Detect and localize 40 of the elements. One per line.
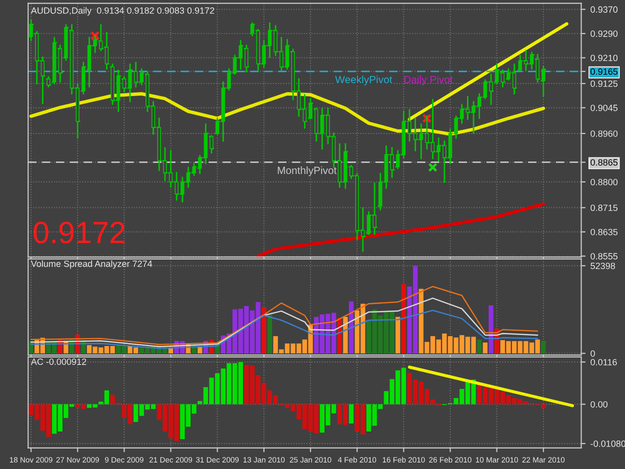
y-tick-label: 0.8635 bbox=[590, 228, 618, 236]
bar bbox=[396, 316, 400, 354]
y-tick-label: 0.9045 bbox=[590, 104, 618, 112]
y-tick-label: 0.8865 bbox=[590, 159, 618, 166]
y-tick-label: 0.9125 bbox=[590, 80, 618, 87]
chart-title: AC -0.000912 bbox=[30, 358, 86, 365]
y-tick-label: 0.9165 bbox=[590, 68, 618, 75]
line-series bbox=[29, 92, 546, 136]
bar bbox=[262, 307, 266, 354]
bar bbox=[343, 316, 348, 354]
y-tick-label: 0.00 bbox=[590, 401, 608, 408]
ref-line-label: WeeklyPivot bbox=[335, 76, 392, 86]
annotation: 0.9172 bbox=[34, 222, 124, 244]
bar bbox=[482, 342, 488, 354]
y-tick-label: 52398 bbox=[590, 262, 615, 270]
chart-title: AUDUSD,Daily 0.9134 0.9182 0.9083 0.9172 bbox=[30, 7, 214, 16]
bar bbox=[488, 305, 494, 354]
y-tick-label: 0.9210 bbox=[590, 54, 618, 62]
bar bbox=[267, 314, 272, 354]
y-tick-label: 0.9370 bbox=[590, 6, 618, 13]
ref-line-label: MonthlyPivot bbox=[278, 166, 337, 176]
line-series bbox=[30, 310, 538, 349]
bar bbox=[348, 404, 354, 424]
y-tick-label: 0 bbox=[590, 350, 595, 357]
annotation: Daily Pivot bbox=[404, 76, 453, 86]
line-series bbox=[30, 298, 538, 348]
y-tick-label: 0.8715 bbox=[590, 204, 618, 212]
y-tick-label: 0.0116 bbox=[590, 358, 617, 366]
line-series bbox=[256, 202, 546, 258]
y-tick-label: 0.8800 bbox=[590, 178, 618, 186]
bar bbox=[401, 284, 406, 354]
point bbox=[428, 162, 438, 172]
point bbox=[422, 114, 432, 124]
bar bbox=[541, 340, 546, 354]
y-tick-label: 0.8960 bbox=[590, 130, 618, 137]
y-tick-label: 0.9290 bbox=[590, 30, 618, 37]
y-tick-label: 0.8555 bbox=[590, 253, 618, 260]
line-series bbox=[30, 286, 538, 346]
chart-title: Volume Spread Analyzer 7274 bbox=[30, 260, 152, 269]
bar bbox=[477, 339, 482, 354]
